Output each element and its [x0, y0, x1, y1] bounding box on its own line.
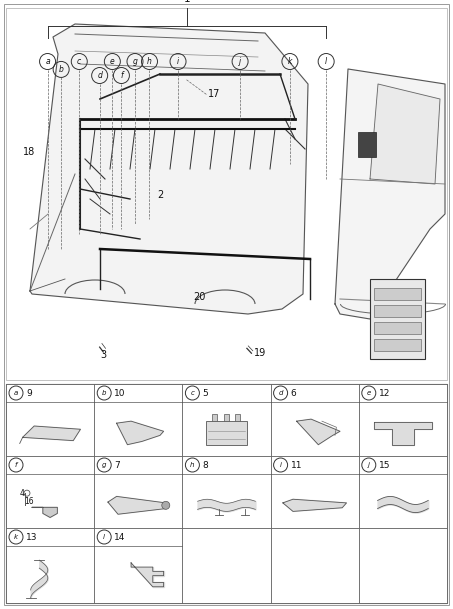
Circle shape: [162, 501, 170, 509]
Polygon shape: [370, 84, 440, 184]
Bar: [94, 456, 183, 528]
Polygon shape: [335, 69, 445, 319]
Text: f: f: [15, 462, 17, 468]
Polygon shape: [283, 499, 347, 512]
Bar: [374, 288, 421, 300]
Text: c: c: [190, 390, 194, 396]
Polygon shape: [30, 24, 308, 314]
Text: 4: 4: [20, 488, 25, 498]
Bar: [235, 414, 240, 421]
Bar: [374, 339, 421, 351]
Text: 18: 18: [23, 147, 35, 157]
Text: a: a: [14, 390, 18, 396]
Text: a: a: [45, 57, 50, 66]
Text: f: f: [120, 71, 123, 80]
Bar: [359, 456, 447, 528]
Bar: [359, 528, 447, 603]
Text: 17: 17: [208, 90, 221, 99]
Text: 19: 19: [254, 348, 266, 358]
Bar: [183, 528, 270, 603]
Bar: [6, 384, 447, 603]
Polygon shape: [131, 563, 164, 586]
Text: 16: 16: [24, 496, 34, 505]
Text: l: l: [103, 534, 105, 540]
Bar: [358, 132, 376, 157]
Text: 15: 15: [379, 460, 390, 470]
Bar: [6, 456, 94, 528]
Text: 3: 3: [100, 350, 106, 360]
Text: b: b: [102, 390, 106, 396]
Text: d: d: [97, 71, 102, 80]
Text: i: i: [177, 57, 179, 66]
Bar: [370, 279, 425, 359]
Text: 8: 8: [202, 460, 208, 470]
Bar: [270, 384, 359, 456]
Text: j: j: [368, 462, 370, 468]
Text: g: g: [133, 57, 137, 66]
Text: 20: 20: [194, 292, 206, 301]
Bar: [94, 528, 183, 603]
Text: h: h: [147, 57, 152, 66]
Polygon shape: [297, 419, 340, 445]
Text: 1: 1: [183, 0, 190, 4]
Bar: [270, 528, 359, 603]
Text: e: e: [110, 57, 115, 66]
Text: 2: 2: [158, 190, 164, 200]
Text: 11: 11: [291, 460, 302, 470]
Text: 12: 12: [379, 389, 390, 398]
Bar: [374, 305, 421, 317]
Text: k: k: [14, 534, 18, 540]
Text: g: g: [102, 462, 106, 468]
Bar: [270, 456, 359, 528]
Bar: [94, 384, 183, 456]
Text: b: b: [59, 65, 63, 74]
Bar: [6, 528, 94, 603]
Bar: [183, 456, 270, 528]
Text: 6: 6: [291, 389, 296, 398]
Bar: [6, 384, 94, 456]
Bar: [206, 421, 247, 445]
Text: 13: 13: [26, 532, 38, 541]
Polygon shape: [374, 422, 432, 445]
Text: c: c: [77, 57, 82, 66]
Bar: [183, 384, 270, 456]
Text: 5: 5: [202, 389, 208, 398]
Text: e: e: [366, 390, 371, 396]
Bar: [212, 414, 217, 421]
Bar: [6, 8, 447, 380]
Text: 14: 14: [114, 532, 125, 541]
Text: k: k: [288, 57, 292, 66]
Text: 9: 9: [26, 389, 32, 398]
Polygon shape: [116, 421, 164, 445]
Polygon shape: [23, 426, 81, 440]
Text: i: i: [280, 462, 282, 468]
Polygon shape: [108, 496, 169, 514]
Text: h: h: [190, 462, 195, 468]
Text: l: l: [325, 57, 327, 66]
Bar: [359, 384, 447, 456]
Text: d: d: [278, 390, 283, 396]
Text: 10: 10: [114, 389, 125, 398]
Text: j: j: [239, 57, 241, 66]
Polygon shape: [32, 507, 58, 518]
Text: 7: 7: [114, 460, 120, 470]
Bar: [224, 414, 228, 421]
Bar: [374, 322, 421, 334]
